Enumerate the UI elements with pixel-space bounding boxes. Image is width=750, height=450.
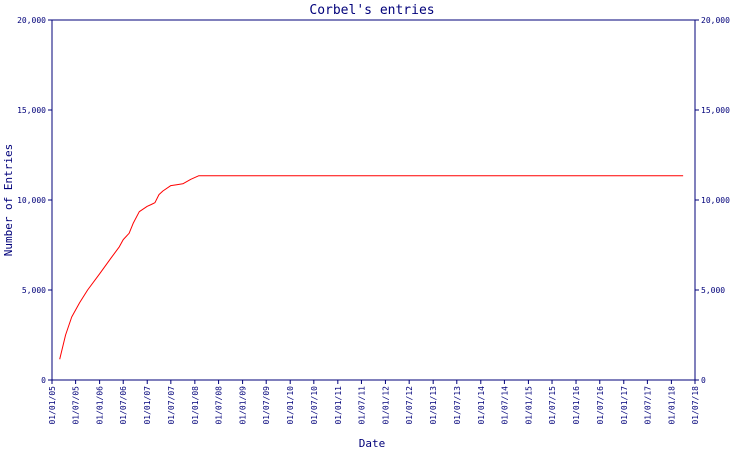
- y-tick-label-right: 15,000: [701, 106, 730, 115]
- x-tick-label: 01/07/06: [119, 386, 128, 425]
- y-tick-label-left: 15,000: [17, 106, 46, 115]
- x-tick-label: 01/07/11: [357, 386, 366, 425]
- tick-marks: 0 0 5,000 5,000 10,000 10,000 15,000 15,000 20,0…: [17, 16, 730, 425]
- x-tick-label: 01/07/10: [310, 386, 319, 425]
- y-tick-label-left: 10,000: [17, 196, 46, 205]
- x-tick-label: 01/01/15: [524, 386, 533, 425]
- x-tick-label: 01/07/17: [643, 386, 652, 425]
- x-tick-label: 01/01/08: [191, 386, 200, 425]
- x-tick-label: 01/07/09: [262, 386, 271, 425]
- plot-frame: [51, 19, 696, 381]
- x-tick-label: 01/07/16: [596, 386, 605, 425]
- x-axis-label: Date: [359, 437, 386, 450]
- x-tick-label: 01/01/14: [477, 386, 486, 425]
- y-tick-label-right: 5,000: [701, 286, 725, 295]
- axes: [51, 19, 696, 381]
- series-layer: [59, 175, 684, 360]
- x-tick-label: 01/01/05: [48, 386, 57, 425]
- x-tick-label: 01/07/12: [405, 386, 414, 425]
- y-tick-label-left: 5,000: [22, 286, 46, 295]
- y-axis-label: Number of Entries: [2, 144, 15, 257]
- x-tick-label: 01/07/08: [215, 386, 224, 425]
- x-tick-label: 01/01/06: [96, 386, 105, 425]
- y-tick-label-right: 10,000: [701, 196, 730, 205]
- x-tick-label: 01/01/10: [286, 386, 295, 425]
- x-tick-label: 01/01/16: [572, 386, 581, 425]
- x-tick-label: 01/07/18: [691, 386, 700, 425]
- y-tick-label-right: 20,000: [701, 16, 730, 25]
- x-tick-label: 01/07/14: [500, 386, 509, 425]
- x-tick-label: 01/01/09: [239, 386, 248, 425]
- y-tick-label-left: 20,000: [17, 16, 46, 25]
- x-tick-label: 01/07/13: [453, 386, 462, 425]
- x-tick-label: 01/01/17: [620, 386, 629, 425]
- chart-title: Corbel's entries: [309, 3, 434, 18]
- x-tick-label: 01/01/07: [143, 386, 152, 425]
- x-tick-label: 01/07/05: [72, 386, 81, 425]
- x-tick-label: 01/01/13: [429, 386, 438, 425]
- x-tick-label: 01/07/07: [167, 386, 176, 425]
- y-tick-label-left: 0: [41, 376, 46, 385]
- x-tick-label: 01/01/18: [667, 386, 676, 425]
- x-tick-label: 01/07/15: [548, 386, 557, 425]
- x-tick-label: 01/01/12: [381, 386, 390, 425]
- x-tick-label: 01/01/11: [334, 386, 343, 425]
- y-tick-label-right: 0: [701, 376, 706, 385]
- series-line: [59, 175, 684, 360]
